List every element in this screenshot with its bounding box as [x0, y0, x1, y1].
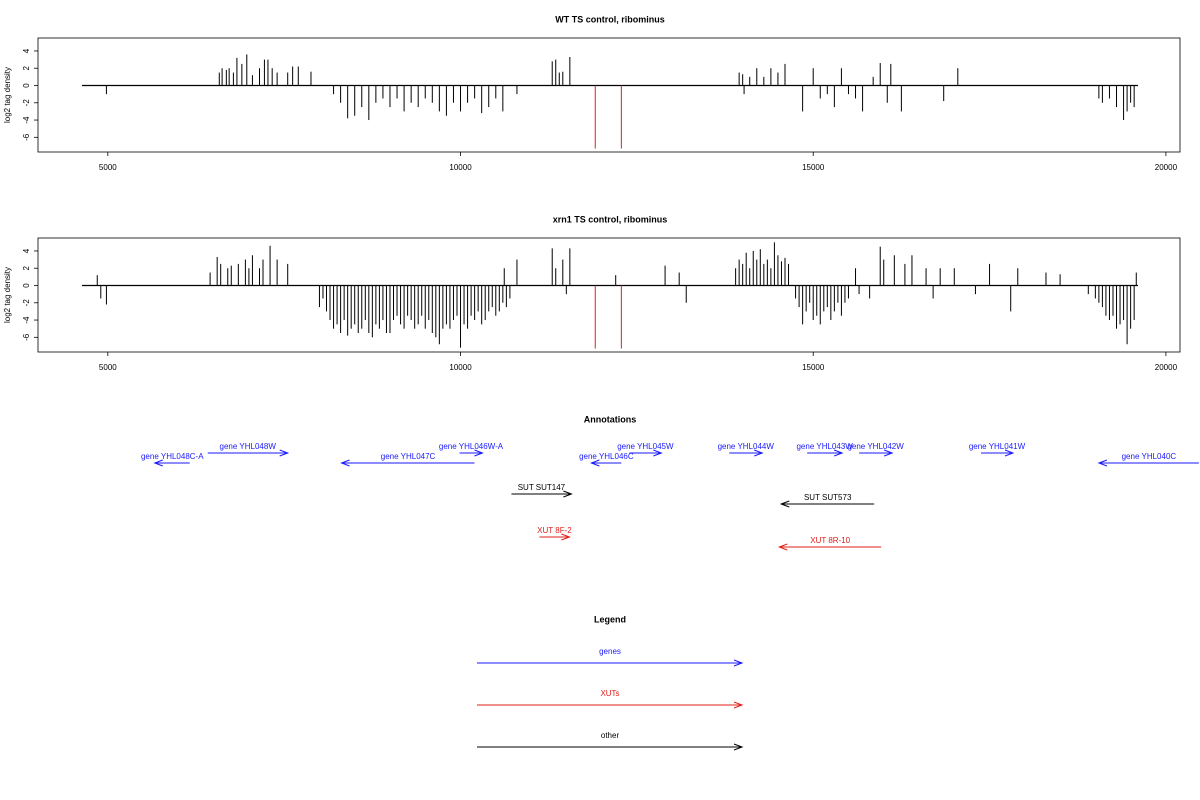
plot-frame [37, 237, 1181, 353]
feature-label: gene YHL048C-A [141, 452, 204, 461]
x-tick-label: 20000 [1155, 163, 1178, 172]
feature-label: gene YHL043W [796, 442, 853, 451]
y-tick-label: 2 [22, 65, 31, 70]
y-tick-label: -4 [22, 316, 31, 324]
feature-arrow-head [589, 459, 600, 467]
annotations-title: Annotations [584, 414, 637, 424]
chart-title: xrn1 TS control, ribominus [553, 214, 668, 224]
feature-label: gene YHL041W [969, 442, 1026, 451]
feature-arrow-head [563, 490, 573, 498]
feature-label: XUT 8F-2 [537, 526, 572, 535]
y-tick-label: -4 [22, 116, 31, 124]
feature-label: SUT SUT147 [518, 483, 566, 492]
x-tick-label: 10000 [449, 363, 472, 372]
feature-label: gene YHL044W [718, 442, 775, 451]
chart-title: WT TS control, ribominus [555, 14, 665, 24]
x-tick-label: 20000 [1155, 363, 1178, 372]
feature-arrow-head [779, 500, 790, 508]
legend-arrow-head [733, 659, 744, 667]
y-tick-label: -2 [22, 99, 31, 107]
feature-label: gene YHL046W-A [439, 442, 504, 451]
feature-arrow-head [561, 533, 571, 541]
legend-label: other [601, 731, 620, 740]
legend-title: Legend [594, 614, 626, 624]
legend-arrow-head [733, 743, 744, 751]
feature-arrow-head [1004, 449, 1015, 457]
y-tick-label: 0 [22, 283, 31, 288]
feature-label: gene YHL046C [579, 452, 634, 461]
feature-arrow-head [279, 449, 290, 457]
feature-label: XUT 8R-10 [810, 536, 850, 545]
x-tick-label: 10000 [449, 163, 472, 172]
feature-arrow-head [340, 459, 350, 467]
y-tick-label: -6 [22, 333, 31, 341]
feature-arrow-head [653, 449, 663, 457]
x-tick-label: 5000 [99, 163, 117, 172]
feature-arrow-head [777, 543, 788, 551]
feature-label: SUT SUT573 [804, 493, 852, 502]
feature-arrow-head [1097, 459, 1108, 467]
x-tick-label: 15000 [802, 163, 825, 172]
feature-label: gene YHL042W [847, 442, 904, 451]
feature-arrow-head [883, 449, 894, 457]
plot-frame [37, 37, 1181, 153]
feature-label: gene YHL045W [617, 442, 674, 451]
y-tick-label: -2 [22, 299, 31, 307]
feature-arrow-head [153, 459, 163, 467]
x-tick-label: 15000 [802, 363, 825, 372]
y-tick-label: 2 [22, 265, 31, 270]
feature-arrow-head [833, 449, 844, 457]
x-tick-label: 5000 [99, 363, 117, 372]
y-tick-label: 4 [22, 248, 31, 253]
legend-label: XUTs [600, 689, 619, 698]
feature-label: gene YHL047C [381, 452, 436, 461]
feature-arrow-head [474, 449, 484, 457]
y-tick-label: 4 [22, 48, 31, 53]
legend-arrow-head [733, 701, 744, 709]
y-axis-label: log2 tag density [3, 67, 12, 123]
feature-label: gene YHL040C [1122, 452, 1177, 461]
feature-label: gene YHL048W [220, 442, 277, 451]
legend-label: genes [599, 647, 621, 656]
y-axis-label: log2 tag density [3, 267, 12, 323]
y-tick-label: -6 [22, 133, 31, 141]
feature-arrow-head [754, 449, 764, 457]
y-tick-label: 0 [22, 83, 31, 88]
